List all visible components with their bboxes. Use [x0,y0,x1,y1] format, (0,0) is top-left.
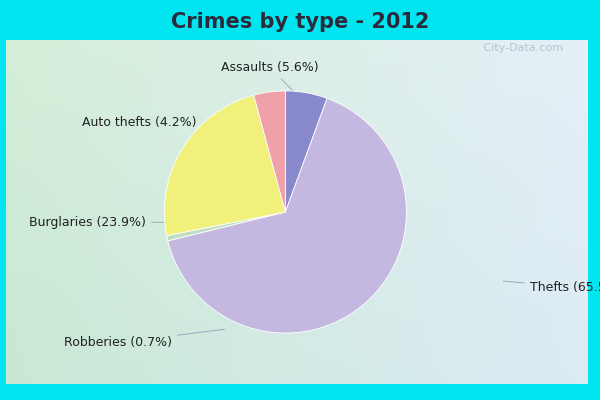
Text: Crimes by type - 2012: Crimes by type - 2012 [171,12,429,32]
Wedge shape [254,91,286,212]
Text: Auto thefts (4.2%): Auto thefts (4.2%) [82,116,248,129]
Text: Thefts (65.5%): Thefts (65.5%) [503,281,600,294]
Text: Assaults (5.6%): Assaults (5.6%) [221,61,319,93]
Text: City-Data.com: City-Data.com [481,43,563,53]
Text: Burglaries (23.9%): Burglaries (23.9%) [29,216,190,229]
Wedge shape [168,98,406,333]
Wedge shape [167,212,286,241]
Wedge shape [164,95,286,236]
Wedge shape [286,91,327,212]
Text: Robberies (0.7%): Robberies (0.7%) [64,329,224,349]
